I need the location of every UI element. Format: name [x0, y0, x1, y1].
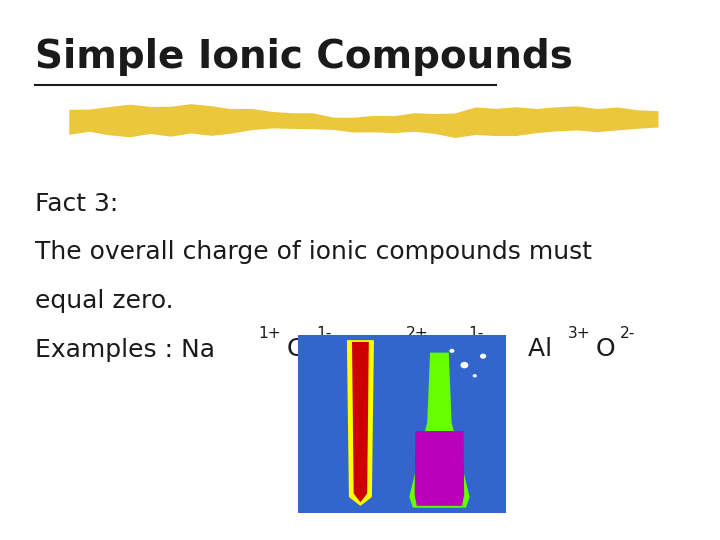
Text: equal zero.: equal zero. [35, 289, 174, 313]
Text: 2-: 2- [620, 326, 636, 341]
Text: Ca: Ca [336, 338, 392, 361]
Text: Cl: Cl [287, 338, 311, 361]
Ellipse shape [449, 349, 454, 353]
Polygon shape [352, 342, 369, 502]
Ellipse shape [473, 374, 477, 377]
Ellipse shape [480, 354, 486, 359]
Text: The overall charge of ionic compounds must: The overall charge of ionic compounds mu… [35, 240, 592, 264]
Text: 2+: 2+ [406, 326, 429, 341]
Text: 1-: 1- [317, 326, 332, 341]
Text: Fact 3:: Fact 3: [35, 192, 118, 215]
Text: Examples : Na: Examples : Na [35, 338, 215, 361]
Ellipse shape [460, 362, 468, 368]
Polygon shape [69, 104, 659, 138]
Text: Al: Al [488, 338, 552, 361]
FancyBboxPatch shape [298, 335, 506, 513]
Text: 1-: 1- [469, 326, 484, 341]
Text: Simple Ionic Compounds: Simple Ionic Compounds [35, 38, 572, 76]
Text: 1+: 1+ [258, 326, 281, 341]
Polygon shape [415, 431, 464, 506]
Text: Br: Br [434, 338, 462, 361]
Text: 3+: 3+ [567, 326, 590, 341]
Polygon shape [409, 353, 469, 508]
Text: O: O [595, 338, 616, 361]
Polygon shape [347, 340, 374, 506]
